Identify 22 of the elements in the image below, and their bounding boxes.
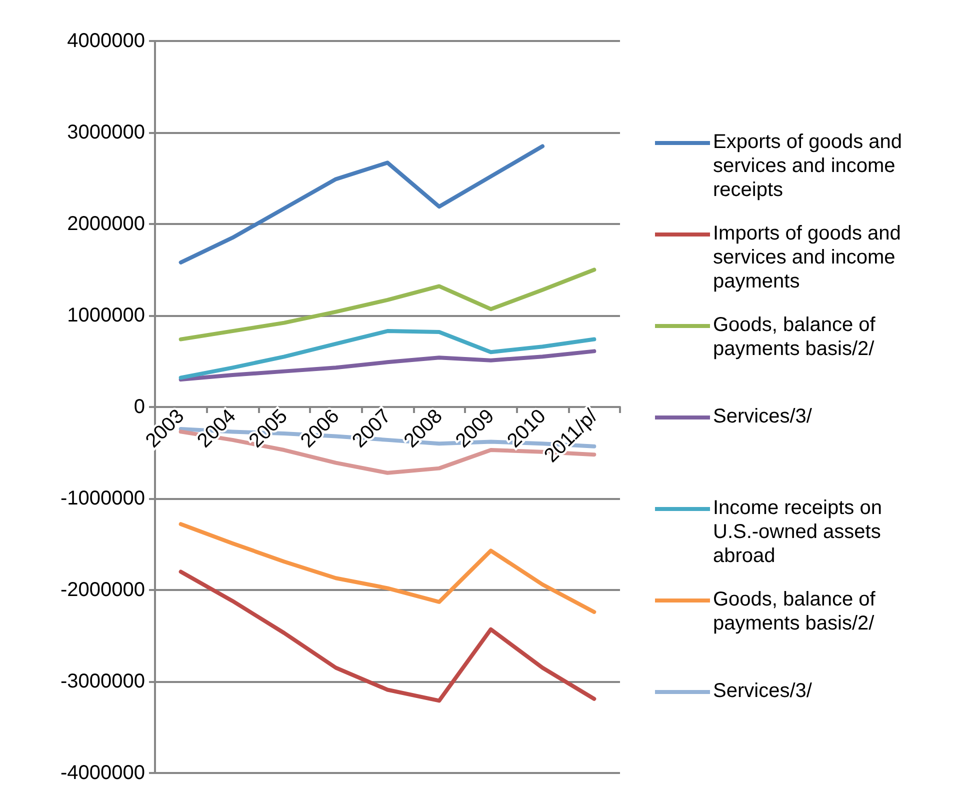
line-series (178, 144, 544, 264)
y-tick-label: 1000000 (67, 304, 145, 326)
line-series (178, 349, 596, 382)
y-tick-label: 4000000 (67, 30, 145, 52)
y-tick-label: 2000000 (67, 213, 145, 235)
y-tick-label: 3000000 (67, 122, 145, 144)
legend-label: Goods, balance of payments basis/2/ (713, 314, 881, 360)
y-tick-label: -3000000 (60, 670, 145, 692)
legend-label: Income receipts on U.S.-owned assets abroad (713, 497, 888, 567)
line-series (178, 522, 596, 614)
legend-label: Services/3/ (713, 406, 812, 428)
y-tick-label: -4000000 (60, 762, 145, 784)
legend-label: Imports of goods and services and income payments (713, 222, 906, 292)
y-tick-label: 0 (134, 396, 145, 418)
line-series (178, 268, 596, 342)
legend-label: Services/3/ (713, 680, 812, 702)
legend-label: Exports of goods and services and income receipts (713, 131, 908, 201)
y-tick-label: -1000000 (60, 488, 145, 510)
line-series (178, 570, 596, 703)
line-series (178, 329, 596, 380)
y-tick-label: -2000000 (60, 579, 145, 601)
legend-label: Goods, balance of payments basis/2/ (713, 588, 881, 634)
